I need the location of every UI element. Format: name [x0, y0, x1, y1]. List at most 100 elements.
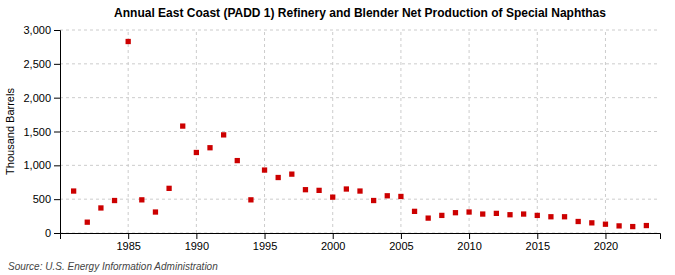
- y-tick-mark: [54, 165, 60, 166]
- point: [98, 205, 103, 210]
- point: [535, 213, 540, 218]
- y-tick: 3,000: [23, 24, 60, 36]
- y-tick-label: 3,000: [23, 24, 51, 36]
- point: [221, 132, 226, 137]
- point: [303, 187, 308, 192]
- point: [439, 213, 444, 218]
- y-tick-label: 2,500: [23, 58, 51, 70]
- chart: 1985 1990 1995 2000 2005 2010 2015 2020 0 500 1,00…: [0, 0, 675, 275]
- x-axis-line: [61, 234, 661, 240]
- x-tick-label: 2005: [389, 240, 413, 252]
- y-grid-line: [60, 165, 660, 166]
- point: [71, 188, 76, 193]
- point: [412, 209, 417, 214]
- x-tick: 2010: [457, 233, 481, 252]
- point: [166, 186, 171, 191]
- x-tick-mark: [333, 233, 334, 239]
- x-grid-line: [196, 30, 197, 233]
- y-tick: 1,000: [23, 159, 60, 171]
- y-grid-line: [60, 30, 660, 31]
- y-tick: 0: [45, 227, 60, 239]
- point: [139, 197, 144, 202]
- x-tick-label: 2010: [457, 240, 481, 252]
- y-tick-mark: [54, 132, 60, 133]
- y-tick-label: 500: [33, 193, 51, 205]
- point: [589, 220, 594, 225]
- x-tick: 2020: [594, 233, 618, 252]
- y-grid-line: [60, 131, 660, 132]
- grid: [60, 30, 660, 233]
- point: [207, 145, 212, 150]
- y-tick-mark: [54, 64, 60, 65]
- point: [385, 193, 390, 198]
- y-tick: 500: [33, 193, 60, 205]
- y-tick-mark: [54, 233, 60, 234]
- x-tick: 2000: [321, 233, 345, 252]
- x-tick: 2015: [526, 233, 550, 252]
- points: [71, 39, 649, 229]
- title: Annual East Coast (PADD 1) Refinery and …: [114, 6, 606, 20]
- y-tick-label: 1,500: [23, 126, 51, 138]
- y-tick: 1,500: [23, 126, 60, 138]
- point: [194, 150, 199, 155]
- x-tick-mark: [401, 233, 402, 239]
- point: [276, 175, 281, 180]
- x-tick: 2005: [389, 233, 413, 252]
- point: [398, 194, 403, 199]
- point: [85, 220, 90, 225]
- point: [248, 197, 253, 202]
- point: [344, 186, 349, 191]
- y-tick-label: 2,000: [23, 92, 51, 104]
- point: [507, 212, 512, 217]
- point: [453, 210, 458, 215]
- x-axis: 1985 1990 1995 2000 2005 2010 2015 2020: [61, 233, 661, 252]
- point: [112, 198, 117, 203]
- point: [576, 219, 581, 224]
- x-tick-mark: [128, 233, 129, 239]
- x-tick-mark: [265, 233, 266, 239]
- point: [548, 214, 553, 219]
- point: [289, 171, 294, 176]
- x-tick: 1985: [116, 233, 140, 252]
- x-grid-line: [400, 30, 401, 233]
- x-tick: 1995: [253, 233, 277, 252]
- point: [126, 39, 131, 44]
- y-tick-label: 1,000: [23, 159, 51, 171]
- y-tick-mark: [54, 199, 60, 200]
- y-tick-mark: [54, 30, 60, 31]
- point: [426, 215, 431, 220]
- point: [316, 188, 321, 193]
- annotation: Source: U.S. Energy Information Administ…: [8, 261, 218, 272]
- y-axis-title: Thousand Barrels: [4, 88, 16, 175]
- y-grid-line: [60, 199, 660, 200]
- y-axis: 0 500 1,000 1,500 2,000 2,500 3,000: [23, 24, 60, 239]
- y-tick: 2,500: [23, 58, 60, 70]
- x-tick-mark: [196, 233, 197, 239]
- point: [180, 123, 185, 128]
- x-tick: 1990: [185, 233, 209, 252]
- y-tick-label: 0: [45, 227, 51, 239]
- point: [371, 198, 376, 203]
- x-tick-mark: [469, 233, 470, 239]
- point: [562, 214, 567, 219]
- point: [262, 167, 267, 172]
- point: [644, 223, 649, 228]
- y-grid-line: [60, 63, 660, 64]
- y-tick-mark: [54, 98, 60, 99]
- x-tick-label: 1985: [116, 240, 140, 252]
- x-tick-label: 1990: [185, 240, 209, 252]
- x-tick-mark: [537, 233, 538, 239]
- y-grid-line: [60, 97, 660, 98]
- point: [466, 209, 471, 214]
- point: [521, 211, 526, 216]
- point: [630, 224, 635, 229]
- x-tick-mark: [605, 233, 606, 239]
- x-tick-label: 2015: [526, 240, 550, 252]
- x-tick-label: 2000: [321, 240, 345, 252]
- y-tick: 2,000: [23, 92, 60, 104]
- x-grid-line: [605, 30, 606, 233]
- point: [616, 223, 621, 228]
- x-tick-label: 1995: [253, 240, 277, 252]
- x-tick-label: 2020: [594, 240, 618, 252]
- y-axis-line: [54, 31, 61, 234]
